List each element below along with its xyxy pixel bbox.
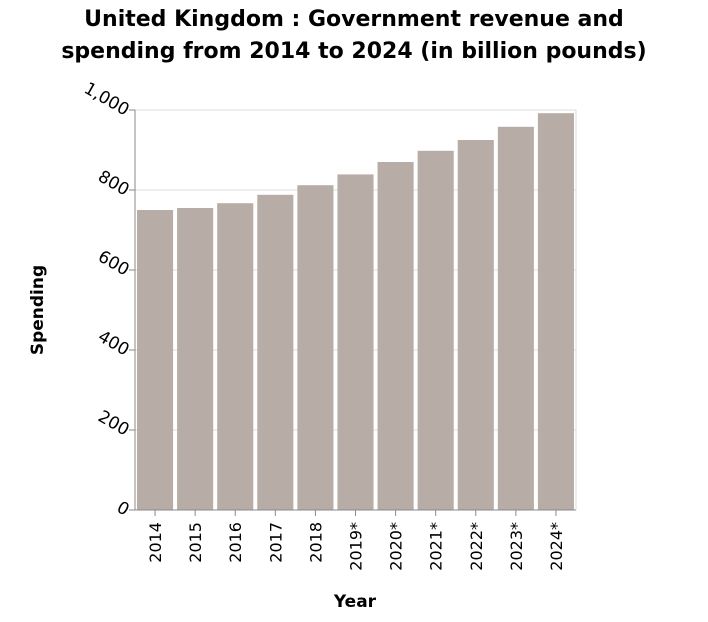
y-tick-label: 200 (94, 407, 132, 441)
bar (137, 210, 174, 510)
x-tick-label: 2016 (226, 522, 245, 563)
bar (297, 185, 334, 510)
x-tick-label: 2021* (427, 522, 446, 571)
y-tick-label: 400 (94, 327, 132, 361)
bar (537, 113, 574, 510)
x-tick-label: 2023* (507, 522, 526, 571)
x-tick-label: 2018 (306, 522, 325, 563)
y-tick-label: 800 (94, 167, 132, 201)
bar (177, 208, 214, 510)
bar (497, 126, 534, 511)
chart-title: United Kingdom : Government revenue and … (0, 4, 708, 68)
x-tick-label: 2019* (347, 522, 366, 571)
y-tick-label: 0 (113, 498, 132, 521)
x-tick-label: 2015 (186, 522, 205, 563)
x-tick-label: 2020* (387, 522, 406, 571)
x-tick-label: 2014 (146, 522, 165, 563)
x-tick-label: 2022* (467, 522, 486, 571)
x-tick-label: 2017 (266, 522, 285, 563)
bar (457, 140, 494, 510)
bar (257, 194, 294, 511)
chart-title-line-1: United Kingdom : Government revenue and (84, 7, 624, 32)
y-tick-label: 1,000 (80, 79, 132, 121)
chart-title-line-2: spending from 2014 to 2024 (in billion p… (61, 39, 647, 64)
bar (217, 203, 254, 510)
bar (377, 162, 414, 510)
x-axis-label: Year (333, 592, 377, 612)
y-axis-label: Spending (28, 264, 48, 356)
x-tick-label: 2024* (547, 522, 566, 571)
bar (417, 150, 454, 511)
bar (337, 174, 374, 510)
y-tick-label: 600 (94, 247, 132, 281)
